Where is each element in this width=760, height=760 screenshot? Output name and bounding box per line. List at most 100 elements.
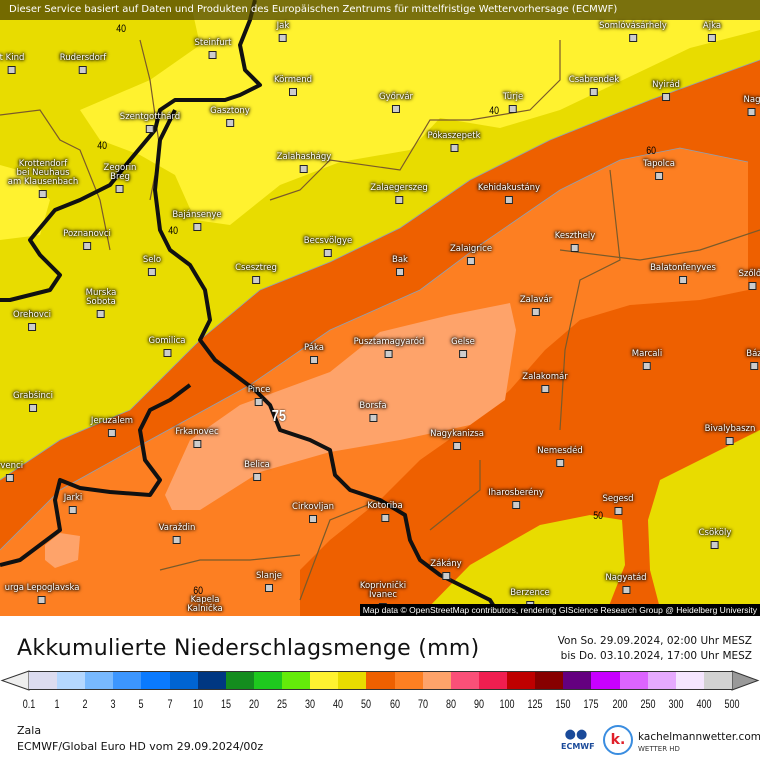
city-marker-icon — [29, 404, 37, 412]
chart-title: Akkumulierte Niederschlagsmenge (mm) — [17, 636, 480, 661]
map-attribution[interactable]: Map data © OpenStreetMap contributors, r… — [359, 604, 760, 616]
legend-color-swatch — [141, 671, 171, 690]
city-name: Murska Sobota — [85, 288, 117, 307]
legend-tick-label: 400 — [696, 697, 712, 711]
city-name: Jak — [276, 21, 290, 31]
legend-color-swatch — [366, 671, 396, 690]
city-marker-icon — [396, 268, 404, 276]
city-name: Csesztreg — [235, 263, 277, 273]
ecmwf-notice-banner: Dieser Service basiert auf Daten und Pro… — [0, 0, 760, 20]
city-label: Segesd — [602, 494, 634, 515]
city-marker-icon — [173, 536, 181, 544]
admin-borders — [0, 39, 760, 601]
city-marker-icon — [289, 88, 297, 96]
city-marker-icon — [252, 473, 261, 481]
city-name: Nag — [743, 95, 760, 105]
city-name: Bajánsenye — [172, 210, 222, 220]
brand-name[interactable]: kachelmannwetter.com — [638, 731, 760, 743]
city-name: Zákány — [430, 559, 462, 569]
city-marker-icon — [707, 34, 716, 42]
city-name: Orehovci — [13, 310, 51, 320]
city-name: Marcali — [631, 349, 663, 359]
city-label: urga Lepoglavska — [4, 583, 80, 604]
city-marker-icon — [6, 474, 14, 482]
zone-70-80-small — [45, 533, 80, 568]
legend-color-swatch — [57, 671, 86, 690]
color-legend-bar — [0, 668, 760, 692]
city-name: Koprivnički Ivanec — [359, 581, 407, 600]
city-marker-icon — [613, 507, 622, 515]
kachelmann-logo[interactable]: k. — [603, 725, 633, 755]
city-label: Gasztony — [210, 107, 250, 127]
city-name: Szentgotthárd — [119, 112, 181, 122]
legend-tick-label: 40 — [333, 697, 344, 711]
city-label: Balatonfenyves — [650, 264, 716, 284]
valid-period: Von So. 29.09.2024, 02:00 Uhr MESZ bis D… — [558, 634, 752, 664]
legend-tick-label: 7 — [167, 697, 173, 711]
city-name: Pince — [247, 385, 271, 395]
ecmwf-logo[interactable]: ●● ECMWF — [561, 728, 595, 756]
city-marker-icon — [309, 515, 317, 523]
city-label: Slanje — [256, 572, 282, 592]
city-label: Kehidakustány — [478, 184, 540, 204]
city-label: Gomilica — [148, 336, 186, 357]
city-marker-icon — [162, 349, 171, 357]
city-name: Iharosberény — [488, 488, 544, 498]
city-marker-icon — [37, 596, 46, 604]
legend-color-swatch — [197, 671, 227, 690]
precipitation-map[interactable]: Dieser Service basiert auf Daten und Pro… — [0, 0, 760, 616]
city-label: Zegorin Breg — [104, 164, 136, 193]
city-marker-icon — [78, 66, 87, 74]
legend-color-swatch — [507, 671, 536, 690]
city-marker-icon — [504, 196, 513, 204]
city-name: Nagykanizsa — [430, 429, 484, 439]
city-label: Ajka — [703, 22, 721, 42]
city-label: Grabšinci — [13, 392, 53, 412]
city-marker-icon — [512, 501, 520, 509]
legend-color-swatch — [85, 671, 114, 690]
city-name: Tapolca — [643, 159, 675, 169]
city-label: Nagyatád — [605, 573, 647, 594]
legend-tick-label: 1 — [54, 697, 60, 711]
contour-label: 50 — [593, 510, 604, 522]
city-label: Keszthely — [554, 231, 596, 252]
city-name: urga Lepoglavska — [4, 583, 80, 593]
city-marker-icon — [621, 586, 630, 594]
city-name: Jarki — [63, 493, 83, 503]
city-label: Türje — [503, 93, 523, 113]
city-marker-icon — [384, 350, 393, 358]
legend-tick-label: 25 — [277, 697, 288, 711]
city-name: Keszthely — [554, 231, 596, 241]
city-marker-icon — [107, 429, 116, 437]
legend-tick-label: 3 — [110, 697, 116, 711]
city-name: Nemesdéd — [537, 446, 583, 456]
city-name: Segesd — [602, 494, 634, 504]
city-name: Körmend — [274, 75, 312, 85]
city-name: Nagyatád — [605, 573, 647, 583]
city-marker-icon — [678, 276, 687, 284]
city-label: Selo — [143, 256, 161, 276]
city-marker-icon — [726, 437, 734, 445]
legend-color-swatch — [450, 671, 480, 690]
city-label: Körmend — [274, 76, 312, 96]
city-label: Szőlős — [738, 270, 760, 290]
city-name: Poznanovci — [63, 229, 111, 239]
legend-tick-label: 5 — [138, 697, 144, 711]
ecmwf-logo-text: ECMWF — [561, 742, 595, 751]
city-name: Kapela Kalnička — [187, 595, 223, 614]
legend-tick-label: 500 — [724, 697, 740, 711]
legend-color-swatch — [478, 671, 508, 690]
city-name: Csököly — [698, 528, 732, 538]
contour-label: 40 — [489, 105, 500, 117]
city-label: Iharosberény — [488, 489, 544, 509]
city-marker-icon — [193, 440, 201, 448]
brand-subtitle: WETTER HD — [638, 745, 680, 753]
city-name: Gomilica — [148, 336, 186, 346]
legend-tick-label: 20 — [248, 697, 259, 711]
legend-tick-label: 150 — [555, 697, 571, 711]
city-name: Kotoriba — [367, 501, 403, 511]
city-marker-icon — [193, 223, 201, 231]
legend-color-swatch — [563, 671, 592, 690]
city-marker-icon — [69, 506, 77, 514]
city-name: rvenci — [0, 461, 24, 471]
